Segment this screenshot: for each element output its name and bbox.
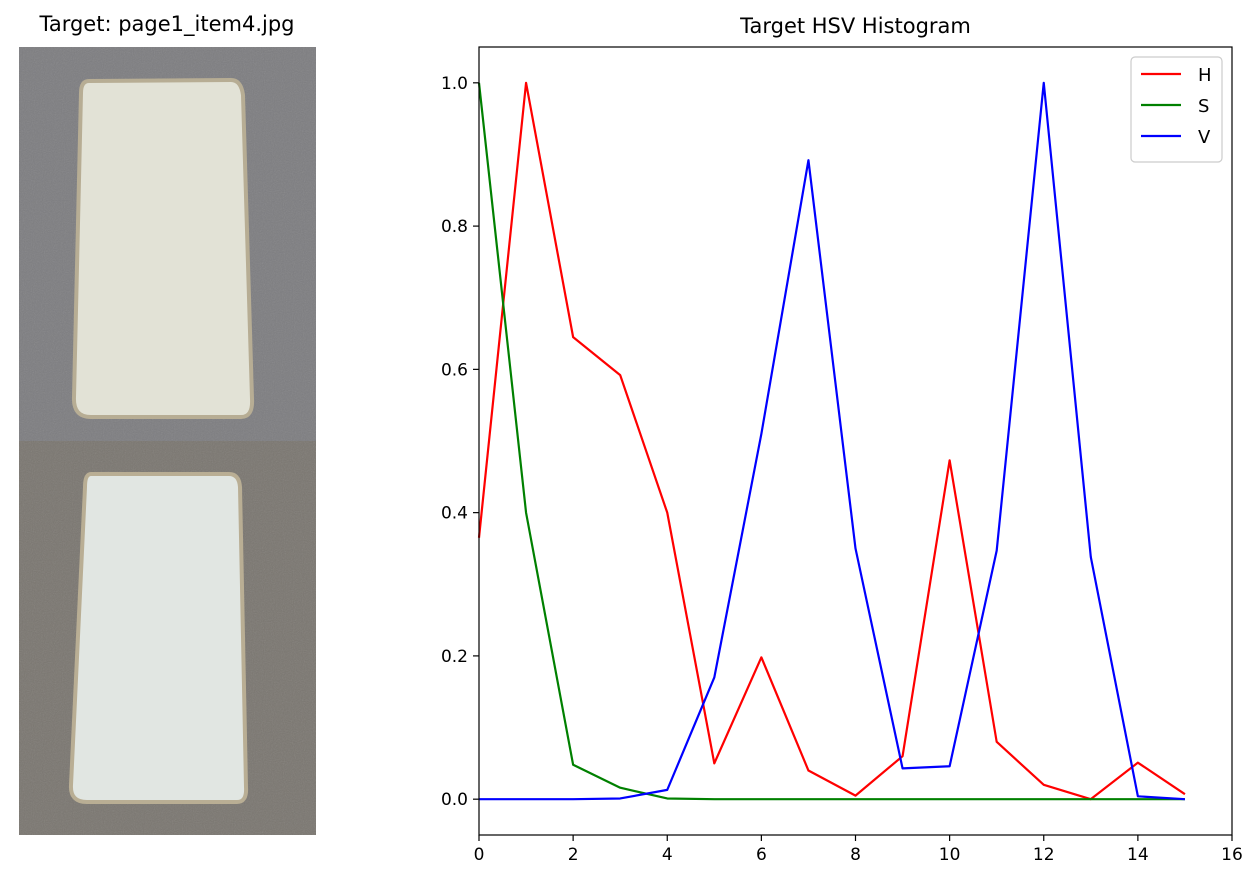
target-image <box>19 47 316 835</box>
y-tick-label: 0.6 <box>441 360 468 380</box>
x-tick-label: 8 <box>850 845 861 865</box>
legend-label-h: H <box>1198 65 1212 86</box>
x-tick-label: 2 <box>568 845 579 865</box>
mat-bottom <box>68 472 249 804</box>
legend-label-s: S <box>1198 96 1209 117</box>
x-tick-label: 6 <box>756 845 767 865</box>
series-line-h <box>477 81 1186 801</box>
y-tick-label: 0.4 <box>441 504 468 524</box>
legend-label-v: V <box>1198 127 1211 148</box>
x-tick-label: 4 <box>662 845 673 865</box>
x-tick-label: 0 <box>474 845 485 865</box>
image-title: Target: page1_item4.jpg <box>39 12 295 36</box>
y-tick-label: 0.8 <box>441 217 468 237</box>
x-tick-label: 16 <box>1221 845 1243 865</box>
series-line-v <box>479 81 1186 801</box>
series-line-s <box>477 82 1185 801</box>
y-tick-label: 0.2 <box>441 647 468 667</box>
x-tick-label: 14 <box>1127 845 1149 865</box>
plot-frame <box>478 46 1233 836</box>
x-tick-label: 12 <box>1033 845 1055 865</box>
y-tick-label: 0.0 <box>441 790 468 810</box>
chart-title: Target HSV Histogram <box>739 14 971 38</box>
mat-top <box>71 77 255 419</box>
y-tick-label: 1.0 <box>441 74 468 94</box>
x-tick-label: 10 <box>939 845 961 865</box>
